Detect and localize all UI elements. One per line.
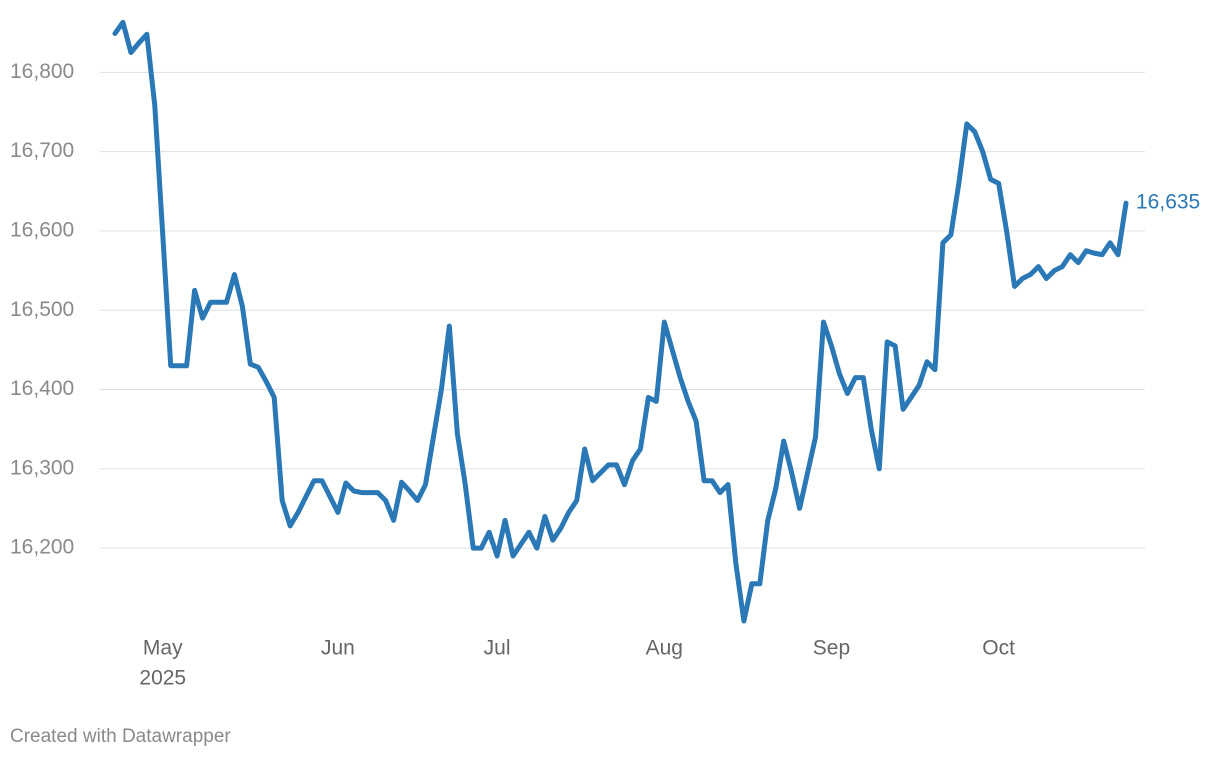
x-tick-label: Aug bbox=[646, 637, 683, 660]
year-label: 2025 bbox=[139, 667, 186, 690]
y-tick-label: 16,800 bbox=[10, 60, 74, 83]
y-tick-label: 16,300 bbox=[10, 456, 74, 479]
x-tick-label: Sep bbox=[813, 637, 850, 660]
y-tick-label: 16,400 bbox=[10, 377, 74, 400]
line bbox=[112, 19, 1129, 624]
credit: Created with Datawrapper bbox=[10, 726, 231, 747]
x-tick-label: May bbox=[143, 637, 183, 660]
value-label: 16,635 bbox=[1136, 191, 1200, 214]
x-tick-label: Jul bbox=[484, 637, 511, 660]
y-tick-label: 16,200 bbox=[10, 536, 74, 559]
y-tick-label: 16,500 bbox=[10, 298, 74, 321]
x-tick-label: Oct bbox=[982, 637, 1015, 660]
y-tick-label: 16,700 bbox=[10, 139, 74, 162]
y-tick-label: 16,600 bbox=[10, 218, 74, 241]
x-tick-label: Jun bbox=[321, 637, 355, 660]
